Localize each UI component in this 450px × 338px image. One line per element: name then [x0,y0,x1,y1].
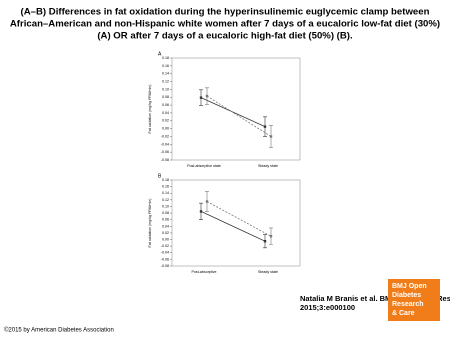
series-line [200,97,266,128]
title-line: African–American and non-Hispanic white … [10,19,440,30]
plot-frame [171,179,301,267]
y-tick-label: 0.08 [162,95,169,99]
series-line [206,201,272,237]
y-tick-label: -0.02 [161,134,169,138]
citation: 2015;3:e000100 [300,303,355,312]
panel-label: A [158,51,162,57]
point [269,135,273,138]
y-tick-label: 0.14 [162,191,169,195]
y-tick-label: 0.12 [162,198,169,202]
y-tick-label: 0.18 [162,178,169,182]
y-tick-label: 0.18 [162,56,169,60]
y-tick-label: 0.08 [162,211,169,215]
y-tick-label: 0.04 [162,111,169,115]
panel-label: B [158,173,162,179]
y-tick-label: -0.04 [161,251,169,255]
y-tick-label: -0.04 [161,142,169,146]
title-line: (A) OR after 7 days of a eucaloric high-… [97,31,352,42]
y-tick-label: -0.06 [161,257,169,261]
y-tick-label: 0.10 [162,87,169,91]
y-tick-label: 0.06 [162,103,169,107]
x-tick-label: Steady state [258,270,278,274]
y-tick-label: 0.02 [162,231,169,235]
x-tick-label: Post-absorptive state [187,164,221,168]
point [199,96,203,99]
x-tick-label: Post-absorptive [192,270,217,274]
x-tick-label: Steady state [258,164,278,168]
point [263,239,267,243]
logo-text: BMJ Open [392,283,427,290]
citation: Natalia M Branis et al. BMJ Open Diab Re… [300,294,450,303]
y-tick-label: -0.02 [161,244,169,248]
y-tick-label: 0.16 [162,64,169,68]
y-tick-label: -0.08 [161,264,169,268]
point [199,210,203,213]
y-tick-label: -0.08 [161,158,169,162]
y-tick-label: -0.06 [161,150,169,154]
logo-box [388,279,440,321]
y-tick-label: 0.02 [162,119,169,123]
point [205,200,209,203]
title-line: (A–B) Differences in fat oxidation durin… [21,7,430,18]
point [205,94,209,98]
logo-text: & Care [392,310,415,317]
y-tick-label: 0.04 [162,224,169,228]
footer: ©2015 by American Diabetes Association [4,327,114,334]
y-tick-label: 0.16 [162,185,169,189]
y-tick-label: 0.12 [162,79,169,83]
y-axis-label: Fat oxidation (mg/kg FFM/min) [148,199,152,248]
y-tick-label: 0.00 [162,237,169,241]
y-tick-label: 0.06 [162,218,169,222]
y-tick-label: 0.14 [162,72,169,76]
series-line [200,211,266,242]
point [269,235,273,238]
y-axis-label: Fat oxidation (mg/kg FFM/min) [148,85,152,134]
series-line [206,95,272,137]
y-tick-label: 0.10 [162,204,169,208]
logo-text: Diabetes [392,292,421,299]
plot-frame [171,57,301,161]
point [263,125,267,128]
y-tick-label: 0.00 [162,127,169,131]
logo-text: Research [392,301,424,308]
